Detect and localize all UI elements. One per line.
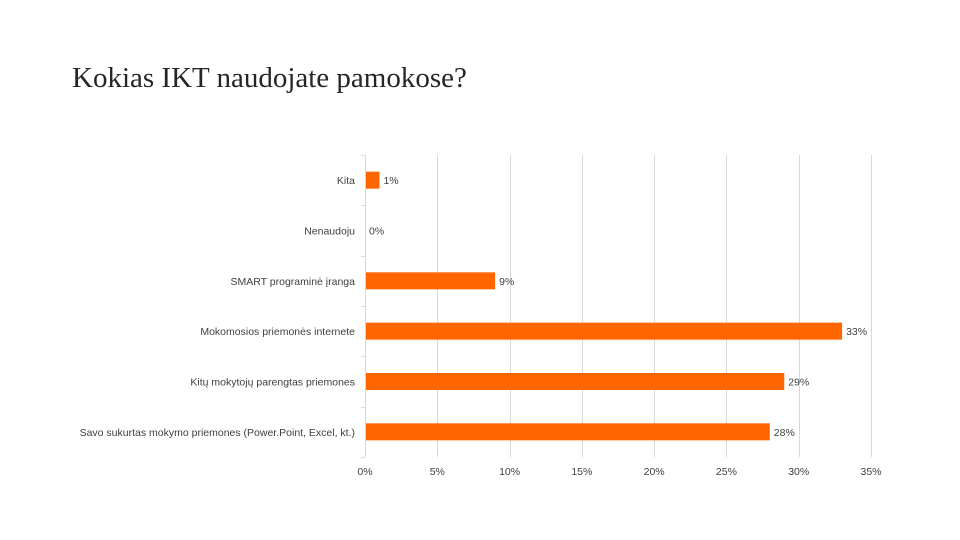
category-axis xyxy=(361,155,366,458)
x-tick-label: 30% xyxy=(788,466,809,478)
category-label: Kitų mokytojų parengtas priemones xyxy=(190,377,355,389)
data-label: 28% xyxy=(774,427,795,439)
x-tick-label: 25% xyxy=(716,466,737,478)
data-label: 9% xyxy=(499,276,514,288)
data-label: 33% xyxy=(846,326,867,338)
category-label: SMART programinė įranga xyxy=(230,276,355,288)
grid-lines xyxy=(365,155,872,457)
category-label: Mokomosios priemonės internete xyxy=(200,326,355,338)
x-tick-label: 0% xyxy=(357,466,372,478)
bars xyxy=(366,171,843,441)
bar xyxy=(366,272,496,290)
bar xyxy=(366,171,380,189)
x-tick-label: 35% xyxy=(860,466,881,478)
category-label: Nenaudoju xyxy=(304,226,355,238)
category-label: Savo sukurtas mokymo priemones (Power.Po… xyxy=(80,427,355,439)
page-title: Kokias IKT naudojate pamokose? xyxy=(72,62,467,94)
data-label: 0% xyxy=(369,226,384,238)
bar xyxy=(366,322,843,340)
bar xyxy=(366,423,770,441)
x-tick-label: 20% xyxy=(644,466,665,478)
x-tick-label: 15% xyxy=(571,466,592,478)
x-tick-label: 5% xyxy=(430,466,445,478)
bar xyxy=(366,373,785,390)
data-label: 29% xyxy=(788,377,809,389)
data-label: 1% xyxy=(383,175,398,187)
labels: 0% 5% 10% 15% 20% 25% 30% 35% Kita 1% Nenaudoju 0% S… xyxy=(80,175,882,478)
category-label: Kita xyxy=(337,175,355,187)
x-tick-label: 10% xyxy=(499,466,520,478)
